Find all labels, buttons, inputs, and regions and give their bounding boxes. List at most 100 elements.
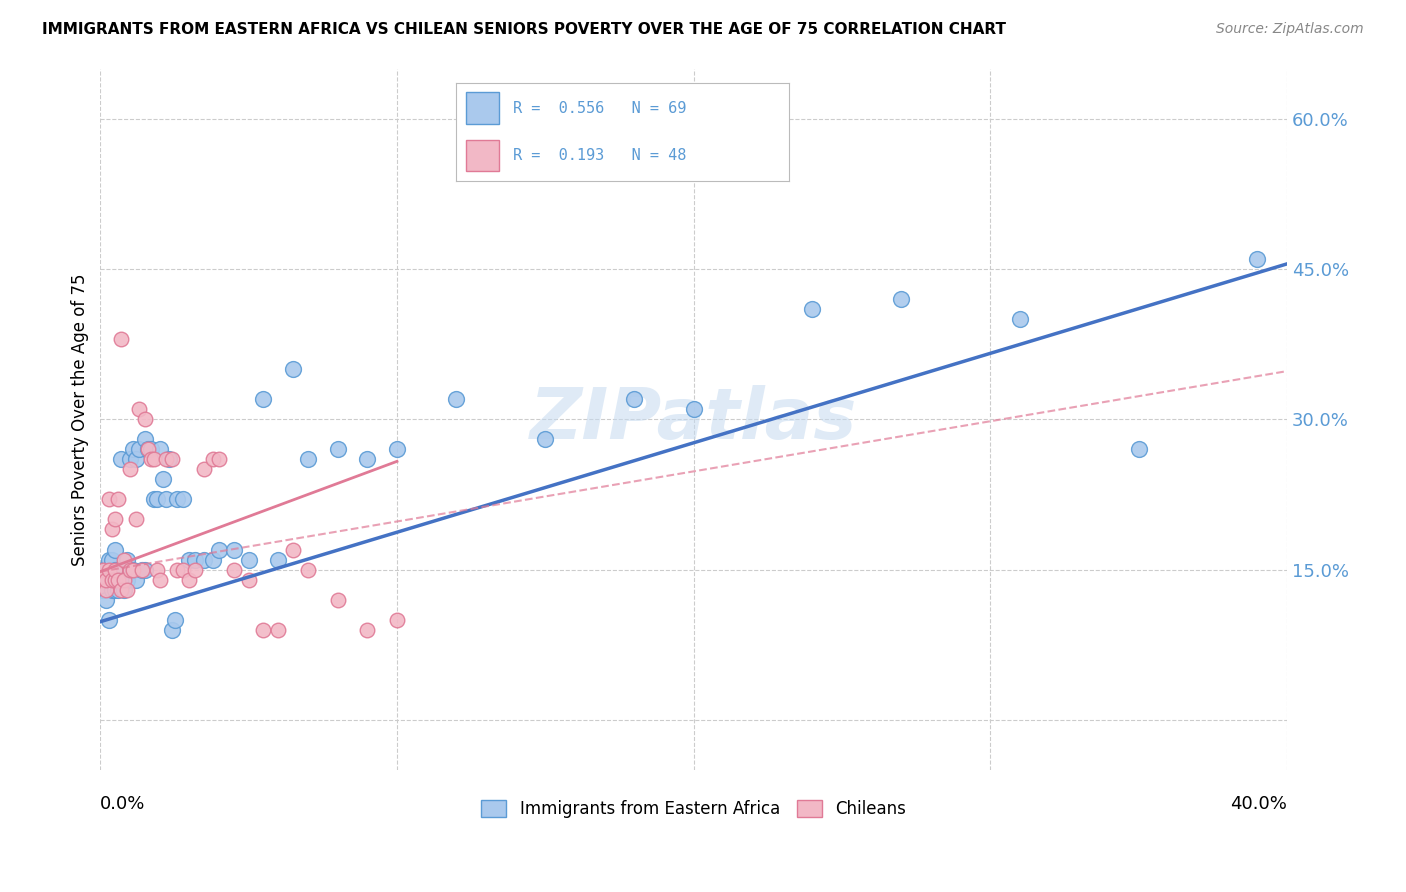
Point [801, 301, 824, 316]
Point [238, 573, 260, 587]
Point [160, 623, 183, 637]
Point [155, 492, 177, 507]
Point [104, 563, 127, 577]
Point [122, 563, 145, 577]
Point [534, 432, 557, 446]
Point [179, 552, 201, 566]
Point [184, 552, 207, 566]
Point [208, 542, 231, 557]
Point [193, 462, 215, 476]
Text: 0.0%: 0.0% [100, 795, 146, 813]
Point [283, 362, 305, 376]
Point [166, 563, 188, 577]
Point [122, 563, 145, 577]
Point [98, 552, 121, 566]
Text: Source: ZipAtlas.com: Source: ZipAtlas.com [1216, 22, 1364, 37]
Point [267, 552, 290, 566]
Point [267, 623, 290, 637]
Point [385, 442, 408, 457]
Point [297, 563, 319, 577]
Point [252, 392, 274, 407]
Point [149, 573, 172, 587]
Point [128, 402, 150, 417]
Point [139, 452, 162, 467]
Point [104, 542, 127, 557]
Point [115, 582, 138, 597]
Point [112, 573, 135, 587]
Point [157, 452, 180, 467]
Text: ZIPatlas: ZIPatlas [530, 384, 858, 454]
Point [131, 563, 153, 577]
Text: IMMIGRANTS FROM EASTERN AFRICA VS CHILEAN SENIORS POVERTY OVER THE AGE OF 75 COR: IMMIGRANTS FROM EASTERN AFRICA VS CHILEA… [42, 22, 1007, 37]
Point [110, 332, 132, 346]
Point [172, 563, 194, 577]
Point [118, 452, 141, 467]
Point [107, 573, 129, 587]
Point [134, 432, 156, 446]
Point [118, 563, 141, 577]
Point [356, 623, 378, 637]
Point [222, 542, 245, 557]
Point [208, 452, 231, 467]
Point [252, 623, 274, 637]
Point [202, 452, 225, 467]
Point [890, 292, 912, 306]
Point [184, 563, 207, 577]
Point [131, 563, 153, 577]
Point [107, 582, 129, 597]
Point [326, 442, 349, 457]
Point [125, 452, 148, 467]
Point [101, 523, 124, 537]
Point [98, 573, 121, 587]
Point [155, 452, 177, 467]
Point [104, 512, 127, 526]
Point [385, 613, 408, 627]
Point [172, 492, 194, 507]
Point [139, 442, 162, 457]
Point [202, 552, 225, 566]
Point [134, 563, 156, 577]
Point [145, 563, 167, 577]
Point [98, 613, 121, 627]
Point [118, 462, 141, 476]
Point [101, 573, 124, 587]
Point [112, 582, 135, 597]
Point [134, 412, 156, 426]
Point [136, 442, 159, 457]
Point [623, 392, 645, 407]
Point [96, 573, 118, 587]
Point [283, 542, 305, 557]
Point [152, 472, 174, 486]
Point [122, 442, 145, 457]
Point [96, 592, 118, 607]
Point [1246, 252, 1268, 266]
Point [356, 452, 378, 467]
Point [136, 442, 159, 457]
Point [112, 552, 135, 566]
Point [682, 402, 704, 417]
Point [91, 563, 114, 577]
Point [163, 613, 186, 627]
Point [297, 452, 319, 467]
Point [96, 573, 118, 587]
Point [104, 582, 127, 597]
Point [222, 563, 245, 577]
Point [104, 563, 127, 577]
Point [101, 573, 124, 587]
Point [110, 573, 132, 587]
Point [98, 563, 121, 577]
Point [107, 573, 129, 587]
Point [166, 492, 188, 507]
Point [101, 582, 124, 597]
Point [107, 492, 129, 507]
Point [145, 492, 167, 507]
Point [128, 442, 150, 457]
Point [96, 582, 118, 597]
Point [115, 573, 138, 587]
Point [1008, 312, 1031, 326]
Point [110, 563, 132, 577]
Point [91, 573, 114, 587]
Y-axis label: Seniors Poverty Over the Age of 75: Seniors Poverty Over the Age of 75 [72, 273, 89, 566]
Point [125, 512, 148, 526]
Point [104, 573, 127, 587]
